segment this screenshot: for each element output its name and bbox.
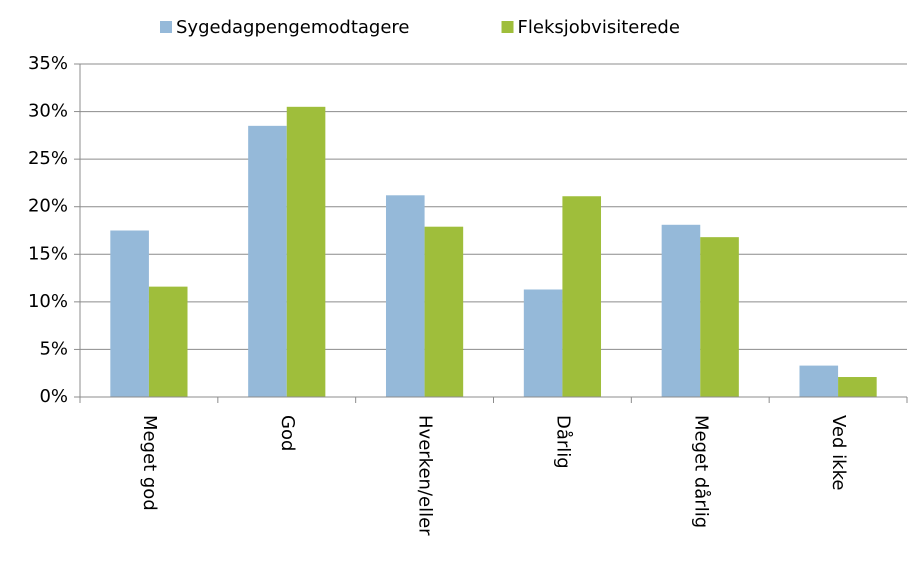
legend-label: Fleksjobvisiterede [518, 17, 680, 38]
legend-swatch [160, 21, 172, 33]
bar [562, 196, 602, 397]
x-tick-label: Meget god [139, 415, 160, 511]
y-tick-label: 30% [28, 101, 68, 122]
y-tick-label: 35% [28, 53, 68, 74]
legend-swatch [501, 21, 514, 33]
legend-label: Sygedagpengemodtagere [176, 17, 410, 38]
x-tick-label: Ved ikke [828, 415, 849, 490]
bar [110, 230, 149, 397]
bar [248, 125, 287, 397]
y-tick-label: 15% [28, 243, 68, 264]
x-tick-label: Meget dårlig [690, 415, 711, 528]
bar [523, 289, 563, 397]
x-tick-label: Hverken/eller [415, 415, 436, 536]
bar [424, 226, 464, 397]
bar [385, 195, 425, 397]
bar [148, 286, 188, 397]
x-tick-label: God [277, 415, 298, 451]
y-tick-label: 5% [39, 338, 68, 359]
bar [286, 106, 326, 398]
bar [700, 237, 739, 397]
x-tick-label: Dårlig [552, 415, 573, 469]
bar [661, 224, 701, 397]
y-tick-label: 20% [28, 196, 68, 217]
y-tick-label: 25% [28, 148, 68, 169]
bar [799, 365, 839, 397]
y-tick-label: 10% [28, 291, 68, 312]
y-tick-label: 0% [39, 386, 68, 407]
bar [838, 377, 877, 397]
